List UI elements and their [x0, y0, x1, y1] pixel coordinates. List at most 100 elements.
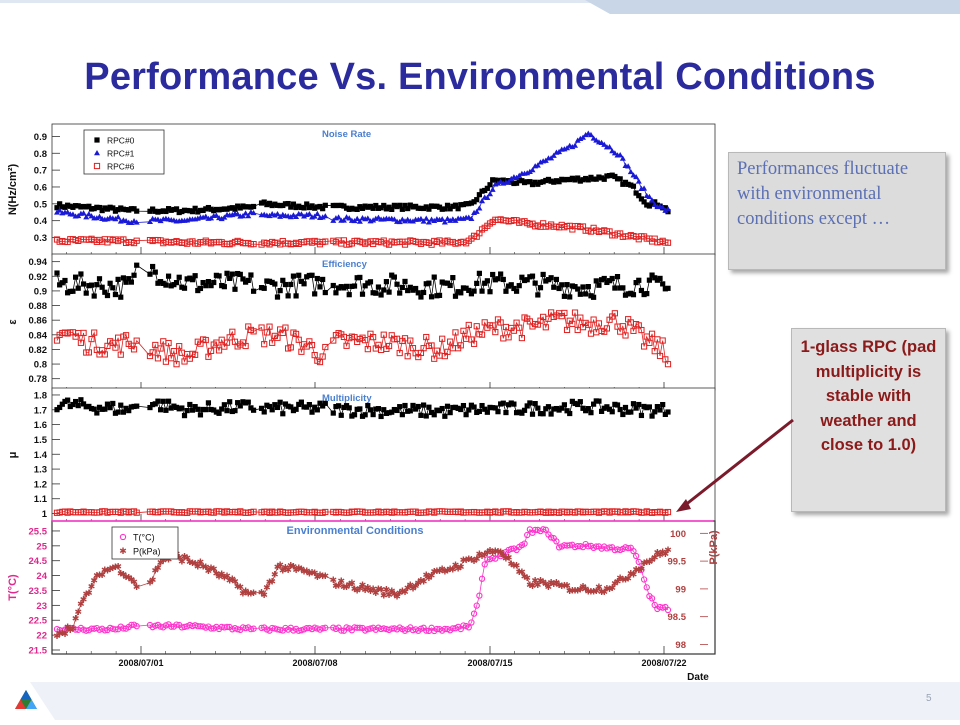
panel1-data-point [192, 351, 199, 358]
panel3-data-point: ✱ [120, 570, 128, 580]
panel2-data-point [235, 400, 241, 406]
panel2-data-point [511, 401, 517, 407]
panel1-data-point [620, 285, 626, 291]
panel3-data-point: ✱ [534, 580, 542, 590]
panel2-data-point [569, 398, 575, 404]
panel1-data-point [298, 348, 305, 355]
panel1-data-point [478, 331, 486, 338]
panel0-data-point [213, 206, 219, 213]
panel2-data-point [561, 402, 567, 408]
panel0-data-point [439, 206, 445, 212]
panel0-data-point [651, 201, 658, 208]
panel2-data-point [410, 402, 416, 409]
panel0-data-point [250, 241, 257, 248]
panel2-data-point [567, 410, 573, 417]
panel3-data-point: ✱ [391, 589, 399, 599]
panel3-data-point: ✱ [659, 547, 667, 557]
panel1-data-point [524, 277, 530, 283]
panel3-data-point: ✱ [380, 590, 388, 600]
panel1-data-point [572, 284, 578, 290]
panel1-data-point [651, 348, 658, 355]
panel0-data-point [426, 206, 432, 212]
panel2-data-point [65, 397, 71, 403]
panel1-data-point [551, 284, 557, 290]
panel1-data-point [277, 287, 283, 294]
panel0-data-point [389, 206, 395, 212]
panel1-data-point [203, 283, 209, 289]
panel1-data-point [511, 285, 517, 292]
panel0-data-point [545, 176, 552, 183]
panel3-data-point [276, 626, 284, 634]
panel2-data-point [609, 409, 615, 415]
panel3-data-point: ✱ [478, 551, 486, 561]
panel2-data-point [57, 404, 63, 411]
panel0-data-point [354, 215, 361, 221]
panel2-data-point [131, 403, 137, 410]
panel2-data-point [104, 401, 111, 407]
panel3-data-point: ✱ [56, 629, 64, 639]
panel2-data-point [160, 398, 166, 404]
panel0-data-point [57, 201, 63, 207]
panel0-data-point [664, 239, 672, 246]
panel1-data-point [375, 284, 382, 290]
panel1-data-point [466, 287, 472, 293]
panel3-data-point [311, 624, 318, 631]
panel0-data-point [434, 203, 440, 209]
panel2-data-point [593, 398, 599, 404]
panel1-ytick-label: 0.94 [29, 257, 48, 268]
panel3-data-point: ✱ [425, 573, 433, 583]
panel2-data-point [386, 410, 392, 416]
panel2-data-point [211, 407, 217, 413]
panel3-data-point: ✱ [484, 547, 492, 557]
panel1-data-point [338, 284, 344, 290]
panel0-data-point [479, 188, 485, 194]
panel0-data-point [147, 208, 153, 214]
panel1-ytick-label: 0.8 [34, 360, 47, 371]
panel2-data-point [288, 404, 294, 410]
panel2-data-point [67, 403, 73, 410]
panel2-data-point [240, 399, 246, 405]
panel3-data-point: ✱ [518, 567, 526, 577]
panel1-data-point [561, 309, 568, 317]
panel2-data-point [304, 404, 310, 410]
panel3-data-point: ✱ [303, 566, 311, 576]
panel1-data-point [580, 284, 586, 290]
panel0-data-point [630, 183, 637, 189]
panel3-data-point [423, 627, 430, 634]
panel2-data-point [559, 405, 565, 411]
panel1-data-point [664, 361, 672, 368]
panel2-data-point [70, 401, 76, 408]
panel3-ytick-label: 24.5 [29, 556, 48, 567]
panel1-ytick-label: 0.84 [29, 330, 48, 341]
panel1-data-point [423, 281, 429, 287]
panel2-data-point [317, 400, 323, 406]
panel0-data-point [580, 177, 586, 183]
panel0-data-point [150, 206, 156, 212]
panel1-data-point [346, 292, 352, 298]
panel1-data-point [189, 277, 196, 283]
panel0-data-point [638, 196, 645, 202]
panel3-data-point: ✱ [648, 555, 656, 565]
panel1-data-point [130, 346, 138, 353]
panel3-data-point: ✱ [635, 565, 643, 575]
panel0-data-point [229, 205, 235, 211]
panel0-data-point [351, 206, 358, 212]
panel0-data-point [314, 204, 320, 210]
panel0-data-point [152, 208, 158, 214]
panel3-data-point: ✱ [417, 576, 425, 586]
panel0-data-point [649, 200, 655, 206]
panel2-data-point [277, 399, 283, 405]
panel3-data-point [553, 538, 560, 545]
panel1-data-point [628, 290, 634, 296]
panel2-data-point [322, 400, 328, 406]
panel3-data-point: ✱ [64, 622, 72, 632]
panel3-data-point: ✱ [205, 566, 213, 576]
panel3-data-point: ✱ [608, 583, 616, 593]
panel2-data-point [439, 405, 445, 412]
panel2-data-point [72, 398, 79, 405]
panel3-data-point: ✱ [473, 554, 481, 564]
panel3-data-point: ✱ [468, 554, 476, 564]
panel2-data-point [585, 406, 591, 412]
panel2-data-point [513, 410, 520, 416]
panel0-data-point [341, 203, 347, 209]
